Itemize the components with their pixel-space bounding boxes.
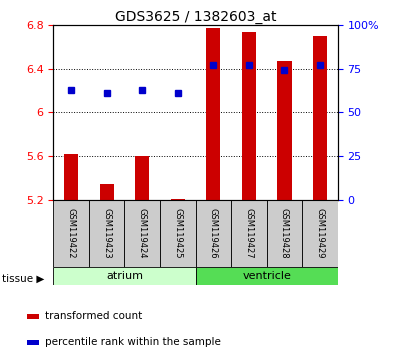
Text: GSM119422: GSM119422 <box>67 209 75 259</box>
Text: GSM119425: GSM119425 <box>173 209 182 259</box>
Bar <box>277 61 292 200</box>
Bar <box>267 200 302 267</box>
Bar <box>27 340 40 346</box>
Bar <box>313 36 327 200</box>
Bar <box>124 200 160 267</box>
Text: ventricle: ventricle <box>242 271 291 281</box>
Bar <box>160 200 196 267</box>
Bar <box>100 184 114 200</box>
Text: GSM119424: GSM119424 <box>138 209 147 259</box>
Title: GDS3625 / 1382603_at: GDS3625 / 1382603_at <box>115 10 276 24</box>
Bar <box>231 200 267 267</box>
Text: GSM119426: GSM119426 <box>209 208 218 259</box>
Text: transformed count: transformed count <box>45 311 142 321</box>
Text: tissue ▶: tissue ▶ <box>2 274 44 284</box>
Bar <box>196 267 338 285</box>
Text: GSM119423: GSM119423 <box>102 208 111 259</box>
Bar <box>206 28 220 200</box>
Text: atrium: atrium <box>106 271 143 281</box>
Bar <box>242 33 256 200</box>
Bar <box>171 199 185 200</box>
Bar <box>53 267 196 285</box>
Bar <box>135 156 149 200</box>
Bar <box>53 200 89 267</box>
Bar <box>196 200 231 267</box>
Text: percentile rank within the sample: percentile rank within the sample <box>45 337 220 347</box>
Text: GSM119429: GSM119429 <box>316 209 324 259</box>
Bar <box>302 200 338 267</box>
Text: GSM119428: GSM119428 <box>280 208 289 259</box>
Text: GSM119427: GSM119427 <box>245 208 253 259</box>
Bar <box>89 200 124 267</box>
Bar <box>64 154 78 200</box>
Bar <box>27 314 40 319</box>
